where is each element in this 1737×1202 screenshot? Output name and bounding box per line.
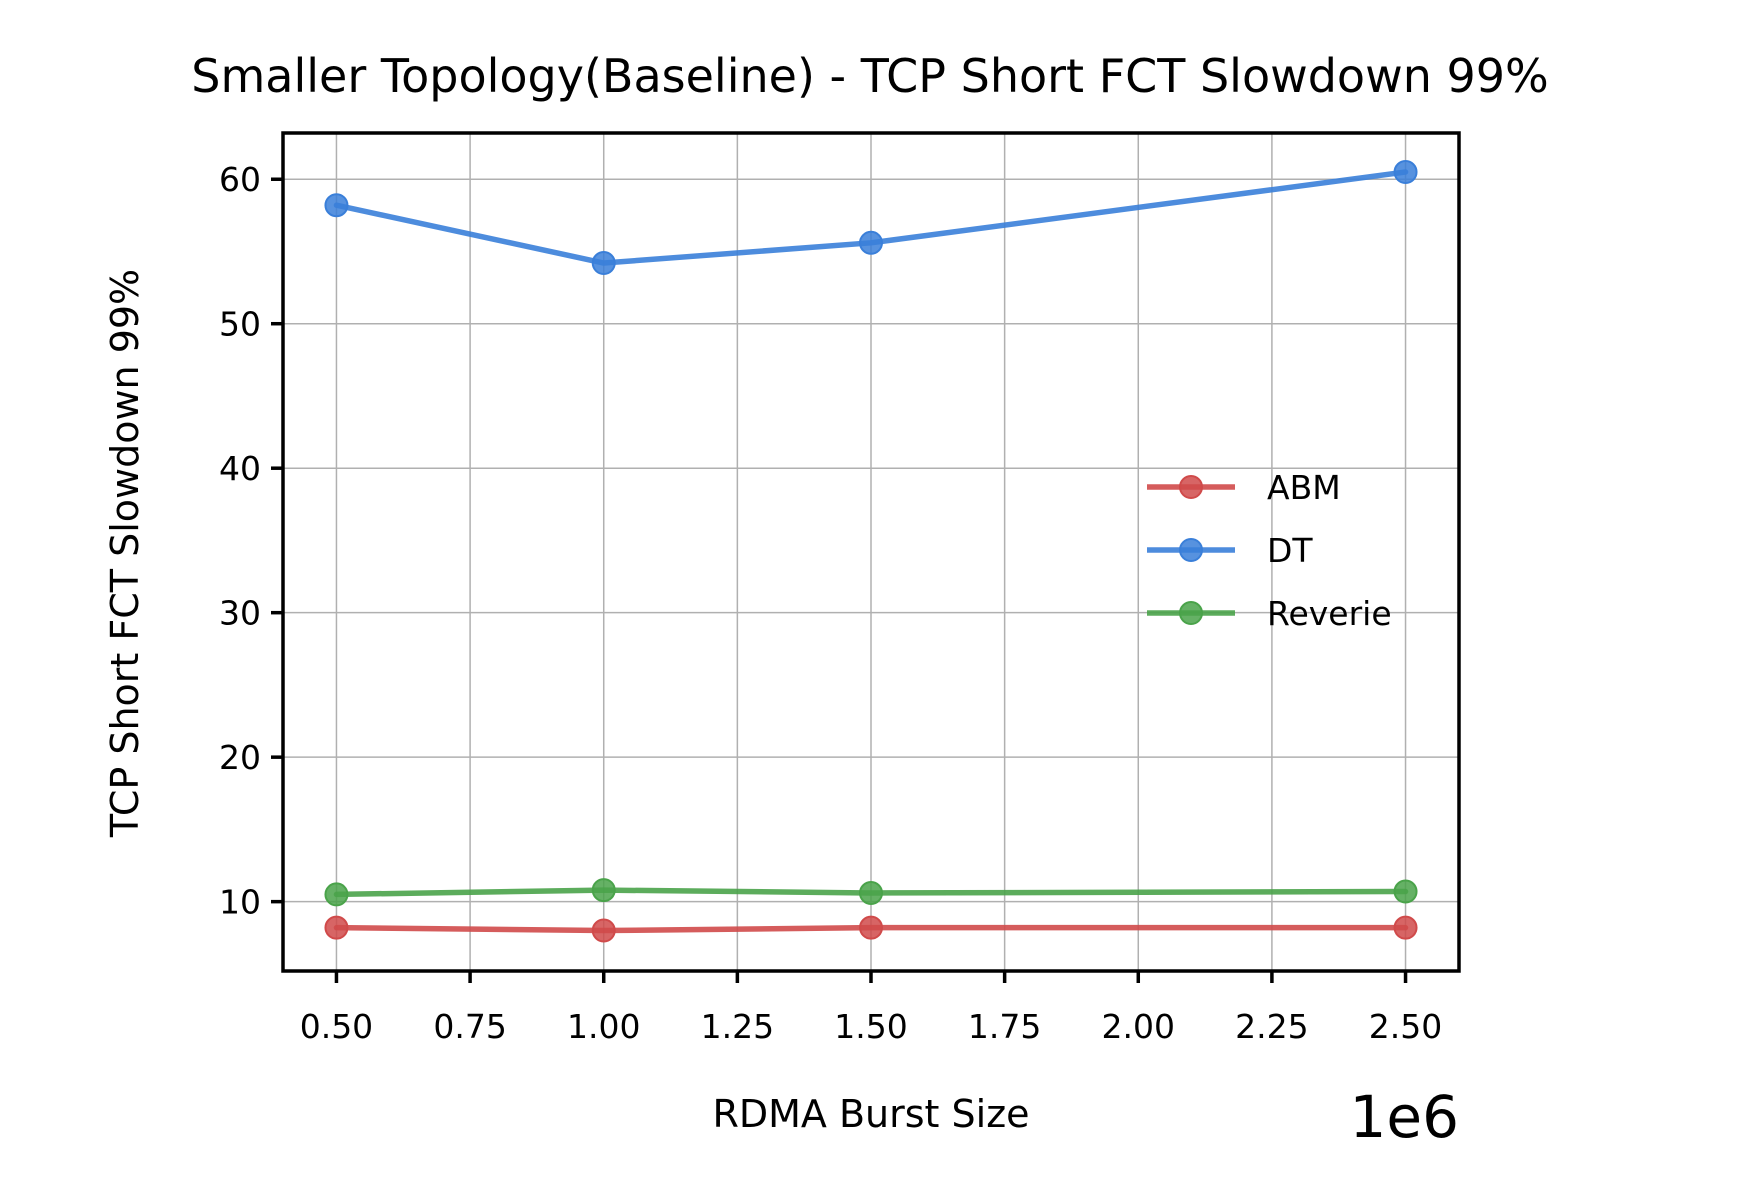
legend-label-abm: ABM (1267, 468, 1341, 507)
y-tick-label: 60 (219, 160, 261, 199)
series-layer (324, 160, 1418, 943)
data-point-reverie (1393, 879, 1418, 904)
series-dt (324, 160, 1418, 276)
chart-title: Smaller Topology(Baseline) - TCP Short F… (191, 49, 1548, 103)
x-tick-label: 1.75 (968, 1007, 1041, 1046)
x-tick-label: 1.25 (701, 1007, 774, 1046)
x-tick-label: 0.75 (433, 1007, 506, 1046)
y-axis-ticks: 10 20 30 40 50 60 (219, 160, 283, 922)
legend-marker-reverie (1179, 601, 1203, 625)
data-point-dt (591, 251, 616, 276)
x-axis-ticks: 0.50 0.75 1.00 1.25 1.50 1.75 2.00 2.25 2.50 (300, 971, 1442, 1046)
legend-item-abm: ABM (1147, 468, 1341, 507)
y-tick-label: 30 (219, 594, 261, 633)
data-point-reverie (859, 880, 883, 905)
legend-label-reverie: Reverie (1267, 594, 1392, 633)
data-point-abm (591, 918, 616, 943)
y-tick-label: 40 (219, 449, 261, 488)
legend-label-dt: DT (1267, 531, 1313, 570)
data-point-dt (324, 193, 349, 218)
data-point-dt (1393, 160, 1418, 185)
legend: ABM DT Reverie (1147, 468, 1392, 633)
legend-marker-abm (1179, 475, 1203, 499)
series-line-reverie (333, 887, 1409, 898)
data-point-abm (1393, 915, 1418, 940)
x-axis-offset-label: 1e6 (1350, 1083, 1460, 1151)
y-tick-label: 50 (219, 305, 261, 344)
legend-item-reverie: Reverie (1147, 594, 1392, 633)
x-tick-label: 1.50 (834, 1007, 907, 1046)
y-tick-label: 20 (219, 738, 261, 777)
x-tick-label: 2.00 (1102, 1007, 1175, 1046)
series-line-dt (333, 169, 1409, 266)
x-tick-label: 0.50 (300, 1007, 373, 1046)
y-tick-label: 10 (219, 883, 261, 922)
data-point-reverie (324, 882, 349, 907)
series-reverie (324, 878, 1418, 907)
y-axis-label: TCP Short FCT Slowdown 99% (103, 269, 147, 838)
x-tick-label: 1.00 (567, 1007, 640, 1046)
x-axis-label: RDMA Burst Size (712, 1092, 1029, 1136)
data-point-dt (859, 230, 883, 255)
legend-item-dt: DT (1147, 531, 1313, 570)
x-tick-label: 2.50 (1369, 1007, 1442, 1046)
x-tick-label: 2.25 (1235, 1007, 1308, 1046)
series-abm (324, 915, 1418, 943)
series-line-abm (333, 924, 1409, 934)
data-point-reverie (591, 878, 616, 903)
data-point-abm (859, 915, 883, 940)
legend-marker-dt (1179, 538, 1203, 562)
data-point-abm (324, 915, 349, 940)
